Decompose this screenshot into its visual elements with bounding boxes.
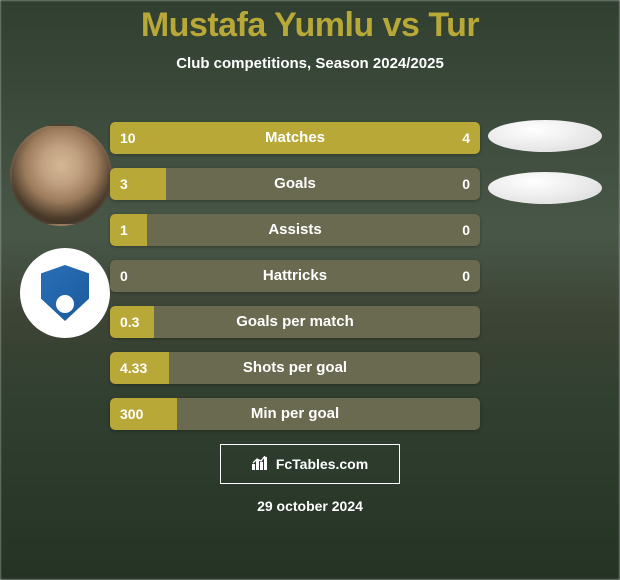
shield-icon: [41, 265, 89, 321]
player2-avatar-placeholder: [488, 120, 602, 152]
stat-value-right: 4: [462, 122, 470, 154]
stat-row: 4.33Shots per goal: [110, 352, 480, 384]
stat-label: Goals: [110, 168, 480, 200]
stat-label: Matches: [110, 122, 480, 154]
stat-label: Goals per match: [110, 306, 480, 338]
stat-row: 300Min per goal: [110, 398, 480, 430]
stat-label: Shots per goal: [110, 352, 480, 384]
stat-row: 0Hattricks0: [110, 260, 480, 292]
stat-value-right: 0: [462, 214, 470, 246]
stats-bars: 10Matches43Goals01Assists00Hattricks00.3…: [110, 122, 480, 444]
page-title: Mustafa Yumlu vs Tur: [0, 6, 620, 45]
watermark-label: FcTables.com: [276, 456, 368, 472]
stat-value-right: 0: [462, 168, 470, 200]
content-container: Mustafa Yumlu vs Tur Club competitions, …: [0, 0, 620, 580]
stat-label: Assists: [110, 214, 480, 246]
stat-label: Hattricks: [110, 260, 480, 292]
avatars-left-column: [10, 124, 112, 338]
stat-label: Min per goal: [110, 398, 480, 430]
stat-row: 10Matches4: [110, 122, 480, 154]
chart-icon: [252, 456, 270, 473]
page-subtitle: Club competitions, Season 2024/2025: [0, 55, 620, 72]
stat-row: 0.3Goals per match: [110, 306, 480, 338]
player1-avatar: [10, 124, 112, 226]
footer-date: 29 october 2024: [0, 498, 620, 514]
stat-row: 3Goals0: [110, 168, 480, 200]
avatars-right-column: [488, 120, 602, 224]
stat-row: 1Assists0: [110, 214, 480, 246]
watermark-badge: FcTables.com: [220, 444, 400, 484]
club-logo: [20, 248, 110, 338]
club2-logo-placeholder: [488, 172, 602, 204]
stat-value-right: 0: [462, 260, 470, 292]
